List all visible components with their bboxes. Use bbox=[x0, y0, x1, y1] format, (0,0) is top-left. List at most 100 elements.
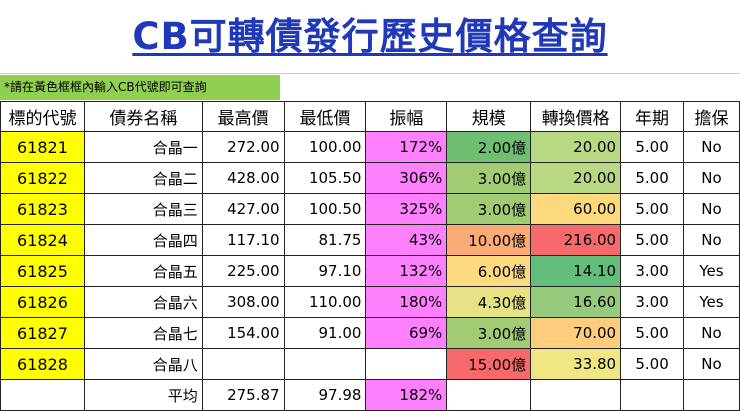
guarantee-cell: No bbox=[682, 224, 740, 256]
term-cell: 5.00 bbox=[620, 131, 684, 163]
scale-cell: 2.00億 bbox=[446, 131, 532, 163]
average-empty-cell bbox=[620, 379, 684, 411]
conversion-price-cell: 60.00 bbox=[530, 193, 622, 225]
term-cell: 5.00 bbox=[620, 348, 684, 380]
high-price-cell: 272.00 bbox=[201, 131, 285, 163]
bond-name-cell: 合晶五 bbox=[83, 255, 203, 287]
scale-cell: 15.00億 bbox=[446, 348, 532, 380]
low-price-cell bbox=[283, 348, 367, 380]
table-row: 61828 合晶八 15.00億 33.80 5.00 No bbox=[0, 348, 740, 380]
table-row: 61823 合晶三 427.00 100.50 325% 3.00億 60.00 5.00 No bbox=[0, 193, 740, 225]
average-code-cell bbox=[0, 379, 85, 411]
low-price-cell: 81.75 bbox=[283, 224, 367, 256]
header-high: 最高價 bbox=[201, 101, 285, 132]
guarantee-cell: Yes bbox=[682, 255, 740, 287]
amplitude-cell: 132% bbox=[365, 255, 448, 287]
guarantee-cell: No bbox=[682, 317, 740, 349]
high-price-cell: 154.00 bbox=[201, 317, 285, 349]
bond-name-cell: 合晶七 bbox=[83, 317, 203, 349]
header-low: 最低價 bbox=[283, 101, 367, 132]
table-row: 61824 合晶四 117.10 81.75 43% 10.00億 216.00 5.00 No bbox=[0, 224, 740, 256]
code-input-cell[interactable]: 61827 bbox=[0, 317, 85, 349]
average-low: 97.98 bbox=[283, 379, 367, 411]
scale-cell: 6.00億 bbox=[446, 255, 532, 287]
conversion-price-cell: 14.10 bbox=[530, 255, 622, 287]
guarantee-cell: No bbox=[682, 131, 740, 163]
code-input-cell[interactable]: 61823 bbox=[0, 193, 85, 225]
amplitude-cell: 69% bbox=[365, 317, 448, 349]
page-title: CB可轉債發行歷史價格查詢 bbox=[132, 15, 608, 58]
conversion-price-cell: 216.00 bbox=[530, 224, 622, 256]
table-row: 61827 合晶七 154.00 91.00 69% 3.00億 70.00 5.00 No bbox=[0, 317, 740, 349]
code-input-cell[interactable]: 61825 bbox=[0, 255, 85, 287]
low-price-cell: 100.50 bbox=[283, 193, 367, 225]
scale-cell: 3.00億 bbox=[446, 162, 532, 194]
high-price-cell: 117.10 bbox=[201, 224, 285, 256]
conversion-price-cell: 16.60 bbox=[530, 286, 622, 318]
scale-cell: 10.00億 bbox=[446, 224, 532, 256]
low-price-cell: 100.00 bbox=[283, 131, 367, 163]
header-scale: 規模 bbox=[446, 101, 532, 132]
amplitude-cell: 180% bbox=[365, 286, 448, 318]
header-guarantee: 擔保 bbox=[682, 101, 740, 132]
conversion-price-cell: 20.00 bbox=[530, 131, 622, 163]
header-conversion-price: 轉換價格 bbox=[530, 101, 622, 132]
scale-cell: 3.00億 bbox=[446, 317, 532, 349]
guarantee-cell: No bbox=[682, 162, 740, 194]
average-high: 275.87 bbox=[201, 379, 285, 411]
term-cell: 5.00 bbox=[620, 162, 684, 194]
high-price-cell: 428.00 bbox=[201, 162, 285, 194]
bond-name-cell: 合晶一 bbox=[83, 131, 203, 163]
cb-table: 標的代號 債券名稱 最高價 最低價 振幅 規模 轉換價格 年期 擔保 61821… bbox=[0, 101, 740, 411]
code-input-cell[interactable]: 61824 bbox=[0, 224, 85, 256]
scale-cell: 3.00億 bbox=[446, 193, 532, 225]
header-term: 年期 bbox=[620, 101, 684, 132]
average-empty-cell bbox=[446, 379, 532, 411]
average-amplitude: 182% bbox=[365, 379, 448, 411]
average-label: 平均 bbox=[83, 379, 203, 411]
bond-name-cell: 合晶八 bbox=[83, 348, 203, 380]
conversion-price-cell: 33.80 bbox=[530, 348, 622, 380]
header-amplitude: 振幅 bbox=[365, 101, 448, 132]
table-row: 61822 合晶二 428.00 105.50 306% 3.00億 20.00 5.00 No bbox=[0, 162, 740, 194]
bond-name-cell: 合晶六 bbox=[83, 286, 203, 318]
low-price-cell: 91.00 bbox=[283, 317, 367, 349]
conversion-price-cell: 20.00 bbox=[530, 162, 622, 194]
code-input-cell[interactable]: 61821 bbox=[0, 131, 85, 163]
average-empty-cell bbox=[682, 379, 740, 411]
term-cell: 5.00 bbox=[620, 317, 684, 349]
average-row: 平均 275.87 97.98 182% bbox=[0, 379, 740, 411]
conversion-price-cell: 70.00 bbox=[530, 317, 622, 349]
amplitude-cell: 306% bbox=[365, 162, 448, 194]
instruction-note: *請在黃色框框內輸入CB代號即可查詢 bbox=[0, 75, 280, 100]
bond-name-cell: 合晶二 bbox=[83, 162, 203, 194]
table-row: 61825 合晶五 225.00 97.10 132% 6.00億 14.10 3.00 Yes bbox=[0, 255, 740, 287]
term-cell: 5.00 bbox=[620, 193, 684, 225]
low-price-cell: 110.00 bbox=[283, 286, 367, 318]
term-cell: 3.00 bbox=[620, 286, 684, 318]
high-price-cell: 427.00 bbox=[201, 193, 285, 225]
bond-name-cell: 合晶四 bbox=[83, 224, 203, 256]
header-name: 債券名稱 bbox=[83, 101, 203, 132]
header-code: 標的代號 bbox=[0, 101, 85, 132]
guarantee-cell: No bbox=[682, 193, 740, 225]
amplitude-cell: 172% bbox=[365, 131, 448, 163]
table-row: 61821 合晶一 272.00 100.00 172% 2.00億 20.00 5.00 No bbox=[0, 131, 740, 163]
bond-name-cell: 合晶三 bbox=[83, 193, 203, 225]
term-cell: 5.00 bbox=[620, 224, 684, 256]
code-input-cell[interactable]: 61822 bbox=[0, 162, 85, 194]
amplitude-cell bbox=[365, 348, 448, 380]
high-price-cell: 225.00 bbox=[201, 255, 285, 287]
term-cell: 3.00 bbox=[620, 255, 684, 287]
guarantee-cell: No bbox=[682, 348, 740, 380]
code-input-cell[interactable]: 61826 bbox=[0, 286, 85, 318]
low-price-cell: 105.50 bbox=[283, 162, 367, 194]
average-empty-cell bbox=[530, 379, 622, 411]
amplitude-cell: 43% bbox=[365, 224, 448, 256]
code-input-cell[interactable]: 61828 bbox=[0, 348, 85, 380]
title-bar: CB可轉債發行歷史價格查詢 bbox=[0, 0, 740, 74]
table-row: 61826 合晶六 308.00 110.00 180% 4.30億 16.60 3.00 Ye… bbox=[0, 286, 740, 318]
guarantee-cell: Yes bbox=[682, 286, 740, 318]
low-price-cell: 97.10 bbox=[283, 255, 367, 287]
high-price-cell bbox=[201, 348, 285, 380]
